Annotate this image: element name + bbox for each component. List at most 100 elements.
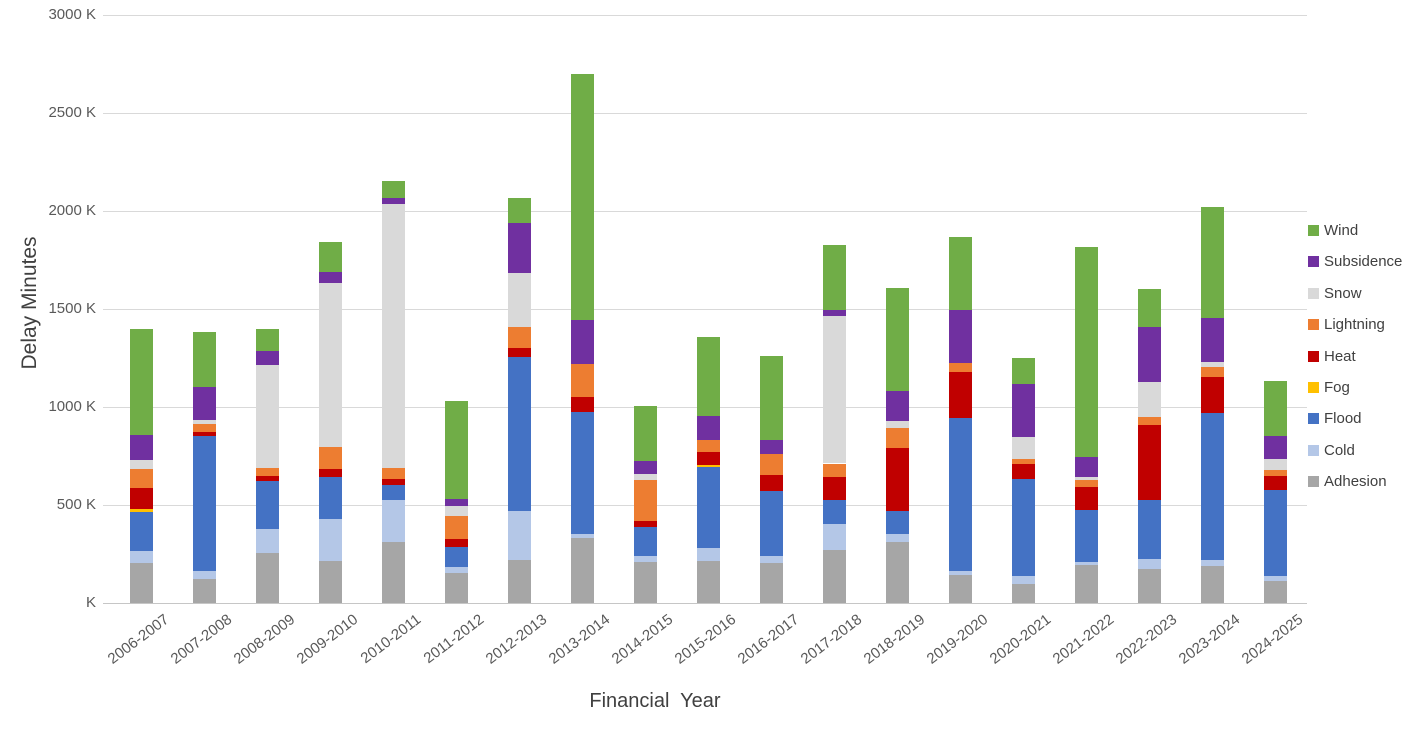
- legend-item-cold: Cold: [1308, 442, 1355, 459]
- bar-segment-subsidence: [193, 387, 216, 421]
- legend-label: Wind: [1324, 222, 1359, 239]
- bar-segment-lightning: [1012, 458, 1035, 465]
- bar-segment-fog: [130, 509, 153, 513]
- bar-segment-wind: [382, 180, 405, 199]
- bar-segment-cold: [571, 534, 594, 538]
- bar-segment-adhesion: [697, 560, 720, 603]
- bar-segment-lightning: [760, 454, 783, 475]
- bar-segment-wind: [697, 337, 720, 416]
- bar-segment-lightning: [319, 446, 342, 470]
- bar-segment-wind: [1138, 288, 1161, 327]
- bar-segment-lightning: [886, 427, 909, 448]
- x-category-label: 2018-2019: [860, 611, 928, 668]
- bar-segment-wind: [319, 242, 342, 272]
- bar-segment-adhesion: [571, 537, 594, 603]
- legend-swatch: [1308, 319, 1319, 331]
- bar-segment-heat: [1138, 425, 1161, 501]
- legend-swatch: [1308, 256, 1319, 268]
- bar-segment-flood: [1075, 510, 1098, 562]
- bar-segment-adhesion: [823, 549, 846, 603]
- bar-segment-cold: [445, 567, 468, 573]
- y-tick-label: 1000 K: [48, 398, 96, 415]
- bar-segment-subsidence: [1201, 317, 1224, 363]
- y-tick-label: 500 K: [56, 496, 96, 513]
- bar-segment-lightning: [697, 440, 720, 452]
- x-category-label: 2023-2024: [1175, 611, 1243, 668]
- legend-swatch: [1308, 382, 1319, 393]
- y-tick-label: K: [85, 594, 96, 611]
- bar-segment-adhesion: [1201, 566, 1224, 603]
- bar-segment-adhesion: [508, 560, 531, 603]
- bar-segment-heat: [1012, 464, 1035, 480]
- bar-segment-wind: [1201, 207, 1224, 318]
- x-category-label: 2015-2016: [671, 611, 739, 668]
- bar-segment-heat: [130, 487, 153, 510]
- bar-segment-wind: [130, 329, 153, 435]
- bar-segment-cold: [760, 556, 783, 563]
- bar-segment-snow: [382, 203, 405, 468]
- bar-segment-wind: [1264, 381, 1287, 437]
- bar-segment-flood: [445, 547, 468, 568]
- bar-segment-cold: [1075, 561, 1098, 565]
- bar-segment-heat: [886, 447, 909, 512]
- bar-segment-wind: [1012, 358, 1035, 384]
- legend-item-lightning: Lightning: [1308, 316, 1385, 333]
- bar-segment-wind: [949, 236, 972, 310]
- gridline: [103, 112, 1307, 114]
- x-category-label: 2020-2021: [986, 611, 1054, 668]
- legend-item-wind: Wind: [1308, 222, 1358, 239]
- bar-segment-adhesion: [760, 562, 783, 603]
- legend-item-flood: Flood: [1308, 410, 1362, 427]
- bar-segment-wind: [823, 244, 846, 310]
- bar-segment-cold: [1201, 559, 1224, 567]
- bar-segment-lightning: [634, 479, 657, 521]
- bar-segment-heat: [1075, 486, 1098, 511]
- bar-segment-wind: [445, 400, 468, 500]
- plot-area: [103, 14, 1307, 604]
- bar-segment-fog: [697, 464, 720, 467]
- bar-segment-cold: [697, 547, 720, 561]
- bar-segment-heat: [697, 451, 720, 465]
- bar-segment-flood: [1138, 500, 1161, 559]
- bar-segment-heat: [1264, 476, 1287, 491]
- bar-segment-flood: [571, 411, 594, 535]
- bar-segment-snow: [130, 459, 153, 469]
- bar-segment-wind: [193, 331, 216, 388]
- bar-segment-flood: [886, 511, 909, 534]
- bar-segment-cold: [823, 524, 846, 550]
- x-category-label: 2016-2017: [734, 611, 802, 668]
- bar-segment-subsidence: [508, 222, 531, 274]
- bar-segment-subsidence: [886, 391, 909, 421]
- bar-segment-subsidence: [130, 434, 153, 460]
- bar-segment-flood: [382, 484, 405, 500]
- bar-segment-flood: [256, 481, 279, 529]
- bar-segment-lightning: [1075, 480, 1098, 487]
- x-category-label: 2006-2007: [104, 611, 172, 668]
- bar-segment-cold: [193, 571, 216, 580]
- x-category-label: 2017-2018: [797, 611, 865, 668]
- bar-segment-snow: [1138, 382, 1161, 418]
- bar-segment-lightning: [193, 423, 216, 433]
- bar-segment-subsidence: [571, 319, 594, 364]
- legend-item-subsidence: Subsidence: [1308, 253, 1402, 270]
- legend-item-heat: Heat: [1308, 348, 1356, 365]
- y-tick-label: 3000 K: [48, 6, 96, 23]
- bar-segment-cold: [130, 550, 153, 563]
- bar-segment-flood: [130, 512, 153, 551]
- bar-segment-lightning: [382, 467, 405, 480]
- legend-item-adhesion: Adhesion: [1308, 473, 1387, 490]
- bar-segment-subsidence: [1012, 383, 1035, 437]
- x-category-label: 2021-2022: [1049, 611, 1117, 668]
- legend-label: Flood: [1324, 410, 1362, 428]
- legend-label: Subsidence: [1324, 253, 1403, 271]
- bar-segment-wind: [634, 406, 657, 461]
- bar-segment-lightning: [1201, 367, 1224, 378]
- legend-item-fog: Fog: [1308, 379, 1350, 396]
- x-category-label: 2024-2025: [1238, 611, 1306, 668]
- bar-segment-snow: [634, 473, 657, 480]
- bar-segment-adhesion: [886, 541, 909, 603]
- bar-segment-adhesion: [256, 553, 279, 603]
- bar-segment-snow: [256, 365, 279, 468]
- bar-segment-cold: [1138, 558, 1161, 569]
